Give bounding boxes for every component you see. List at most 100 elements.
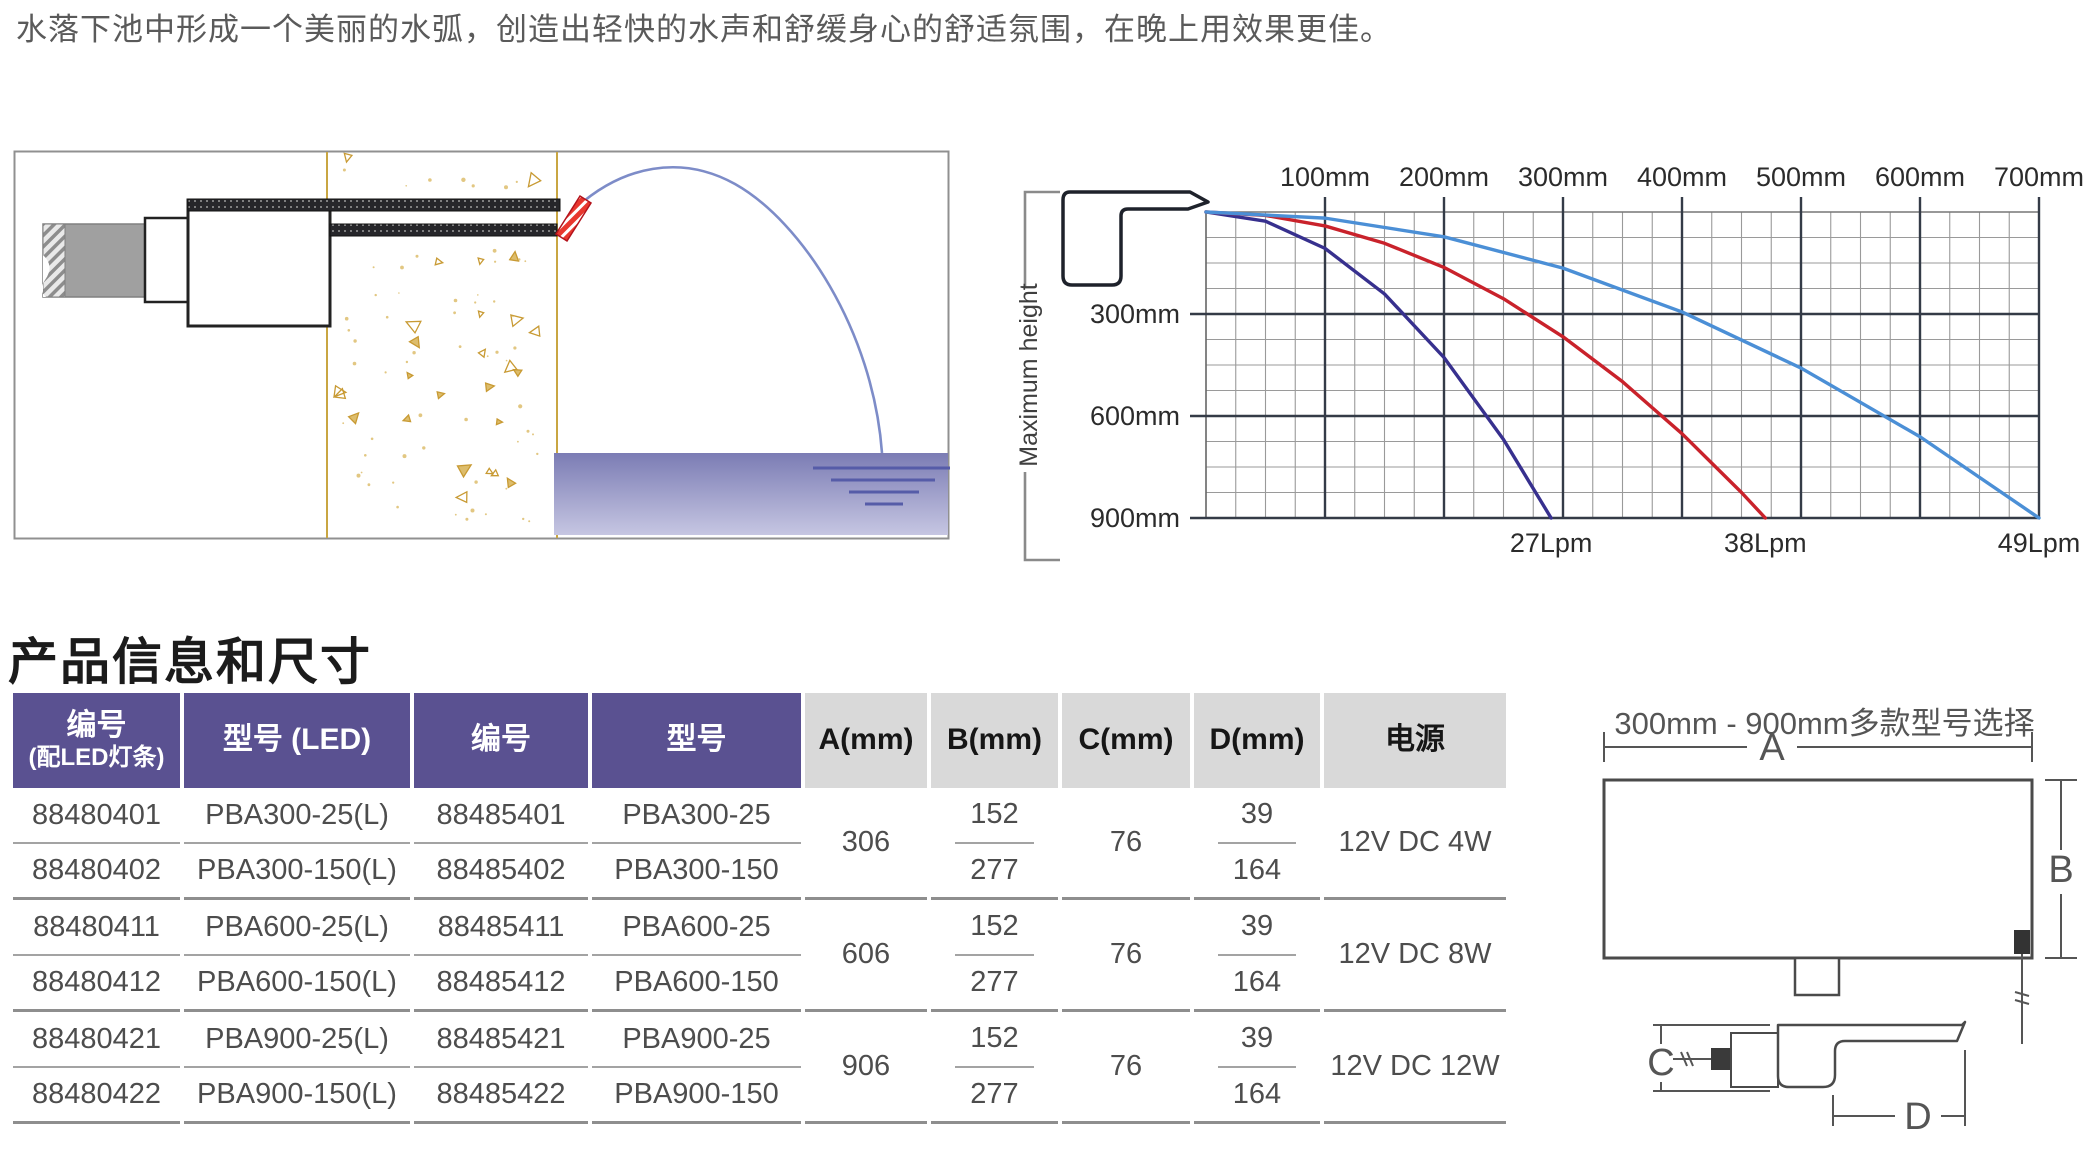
dimension-diagram: A B C (1602, 727, 2077, 1138)
dim-label-b: B (2048, 849, 2073, 891)
speckle-triangle (408, 335, 421, 349)
dim-label-a: A (1759, 727, 1785, 769)
table-header-text: D(mm) (1209, 723, 1305, 757)
cell-dim-c: 76 (1062, 1012, 1190, 1124)
speckle-triangle (347, 411, 360, 425)
table-cell: 88485421 (414, 1012, 588, 1068)
table-cell: PBA900-25(L) (184, 1012, 410, 1068)
cell-dim-d-divider (1217, 841, 1297, 844)
speckle-dot (504, 185, 508, 190)
speckle-dot (367, 483, 371, 487)
cell-dim-b: 152 277 (931, 900, 1058, 1012)
speckle-dot (518, 258, 521, 261)
speckle-triangle (485, 467, 495, 475)
speckle-triangle (527, 325, 541, 337)
cell-dim-d-top: 39 (1240, 910, 1274, 943)
table-cell: PBA900-150(L) (184, 1068, 410, 1124)
cell-dim-b-bottom: 277 (970, 965, 1019, 998)
bracket-top (1023, 190, 1060, 288)
trajectory-curve-49Lpm (1204, 210, 2041, 520)
speckle-dot (374, 293, 377, 297)
table-cell: 88485402 (414, 844, 588, 900)
table-header-cell: 电源 (1324, 693, 1506, 788)
table-cell: 88485411 (414, 900, 588, 956)
speckle-dot (492, 248, 497, 253)
dim-a-lines (1603, 732, 2033, 762)
cell-power: 12V DC 4W (1324, 788, 1506, 900)
speckle-dot (513, 346, 517, 350)
speckle-triangle (490, 468, 500, 477)
speckle-triangle (333, 384, 348, 398)
speckle-dot (418, 413, 423, 418)
y-tick-label: 300mm (1090, 299, 1180, 329)
cell-dim-a: 306 (805, 788, 927, 900)
table-cell: 88485401 (414, 788, 588, 844)
table-header-text: 型号 (LED) (222, 723, 372, 757)
table-cell: 88485422 (414, 1068, 588, 1124)
section-title: 产品信息和尺寸 (8, 634, 372, 690)
cell-dim-b: 152 277 (931, 1012, 1058, 1124)
speckle-dot (532, 433, 534, 436)
speckle-dot (453, 311, 456, 315)
speckle-triangle (527, 171, 542, 188)
pipe-break-wave (41, 255, 50, 297)
speckle-dot (494, 260, 497, 263)
speckle-triangle (506, 476, 517, 489)
wall-texture (332, 152, 542, 523)
cell-dim-b-divider (955, 841, 1034, 844)
cell-dim-d-bottom: 164 (1232, 965, 1282, 998)
x-tick-label: 700mm (1994, 162, 2084, 192)
product-spec-table: 编号 (配LED灯条) 型号 (LED) 编号 型号 A(mm) B(mm) C(mm) D(m… (13, 693, 1506, 1124)
cable-break-front (2014, 991, 2030, 1005)
table-header-cell: B(mm) (931, 693, 1058, 788)
table-cell: 88485412 (414, 956, 588, 1012)
y-axis-title: Maximum height (1015, 283, 1043, 466)
speckle-dot (353, 339, 357, 343)
table-cell: PBA600-150(L) (184, 956, 410, 1012)
cell-power: 12V DC 8W (1324, 900, 1506, 1012)
table-header-cell: C(mm) (1062, 693, 1190, 788)
table-cell: PBA900-150 (592, 1068, 801, 1124)
cell-dim-d: 39 164 (1194, 900, 1320, 1012)
speckle-triangle (512, 368, 523, 378)
spout-profile-icon (1061, 190, 1210, 287)
installation-diagram (13, 150, 950, 540)
table-header-text: B(mm) (947, 723, 1042, 757)
front-view-body (1602, 778, 2034, 960)
table-cell: PBA900-25 (592, 1012, 801, 1068)
speckle-dot (526, 429, 530, 433)
cell-dim-d-divider (1217, 953, 1297, 956)
speckle-dot (477, 294, 479, 296)
speckle-dot (524, 260, 527, 263)
speckle-dot (495, 350, 499, 354)
cable-connector-side (1711, 1048, 1731, 1070)
table-cell: PBA300-25(L) (184, 788, 410, 844)
speckle-dot (372, 266, 375, 269)
speckle-dot (384, 371, 387, 374)
speckle-dot (454, 513, 457, 516)
speckle-dot (486, 355, 489, 358)
speckle-dot (517, 440, 519, 443)
speckle-dot (344, 316, 349, 321)
table-header-text: (配LED灯条) (28, 743, 165, 771)
speckle-dot (505, 359, 508, 362)
cell-dim-d-bottom: 164 (1232, 853, 1282, 886)
speckle-triangle (436, 390, 446, 400)
table-header-text: A(mm) (818, 723, 914, 757)
speckle-dot (415, 254, 419, 258)
speckle-dot (398, 292, 400, 294)
cell-dim-d-bottom: 164 (1232, 1077, 1282, 1110)
speckle-dot (458, 345, 462, 348)
speckle-triangle (477, 310, 485, 319)
side-profile (1776, 1020, 1967, 1089)
x-tick-label: 600mm (1875, 162, 1965, 192)
speckle-dot (405, 185, 408, 187)
table-header-cell: 编号 (414, 693, 588, 788)
table-cell: PBA300-150 (592, 844, 801, 900)
cell-dim-b-bottom: 277 (970, 1077, 1019, 1110)
chart-plot-area: 100mm 200mm 300mm 400mm 500mm 600mm 700mm 300mm… (1090, 162, 2084, 558)
speckle-dot (392, 481, 395, 484)
speckle-triangle (332, 387, 347, 400)
intro-paragraph: 水落下池中形成一个美丽的水弧，创造出轻快的水声和舒缓身心的舒适氛围，在晚上用效果… (16, 12, 1392, 47)
